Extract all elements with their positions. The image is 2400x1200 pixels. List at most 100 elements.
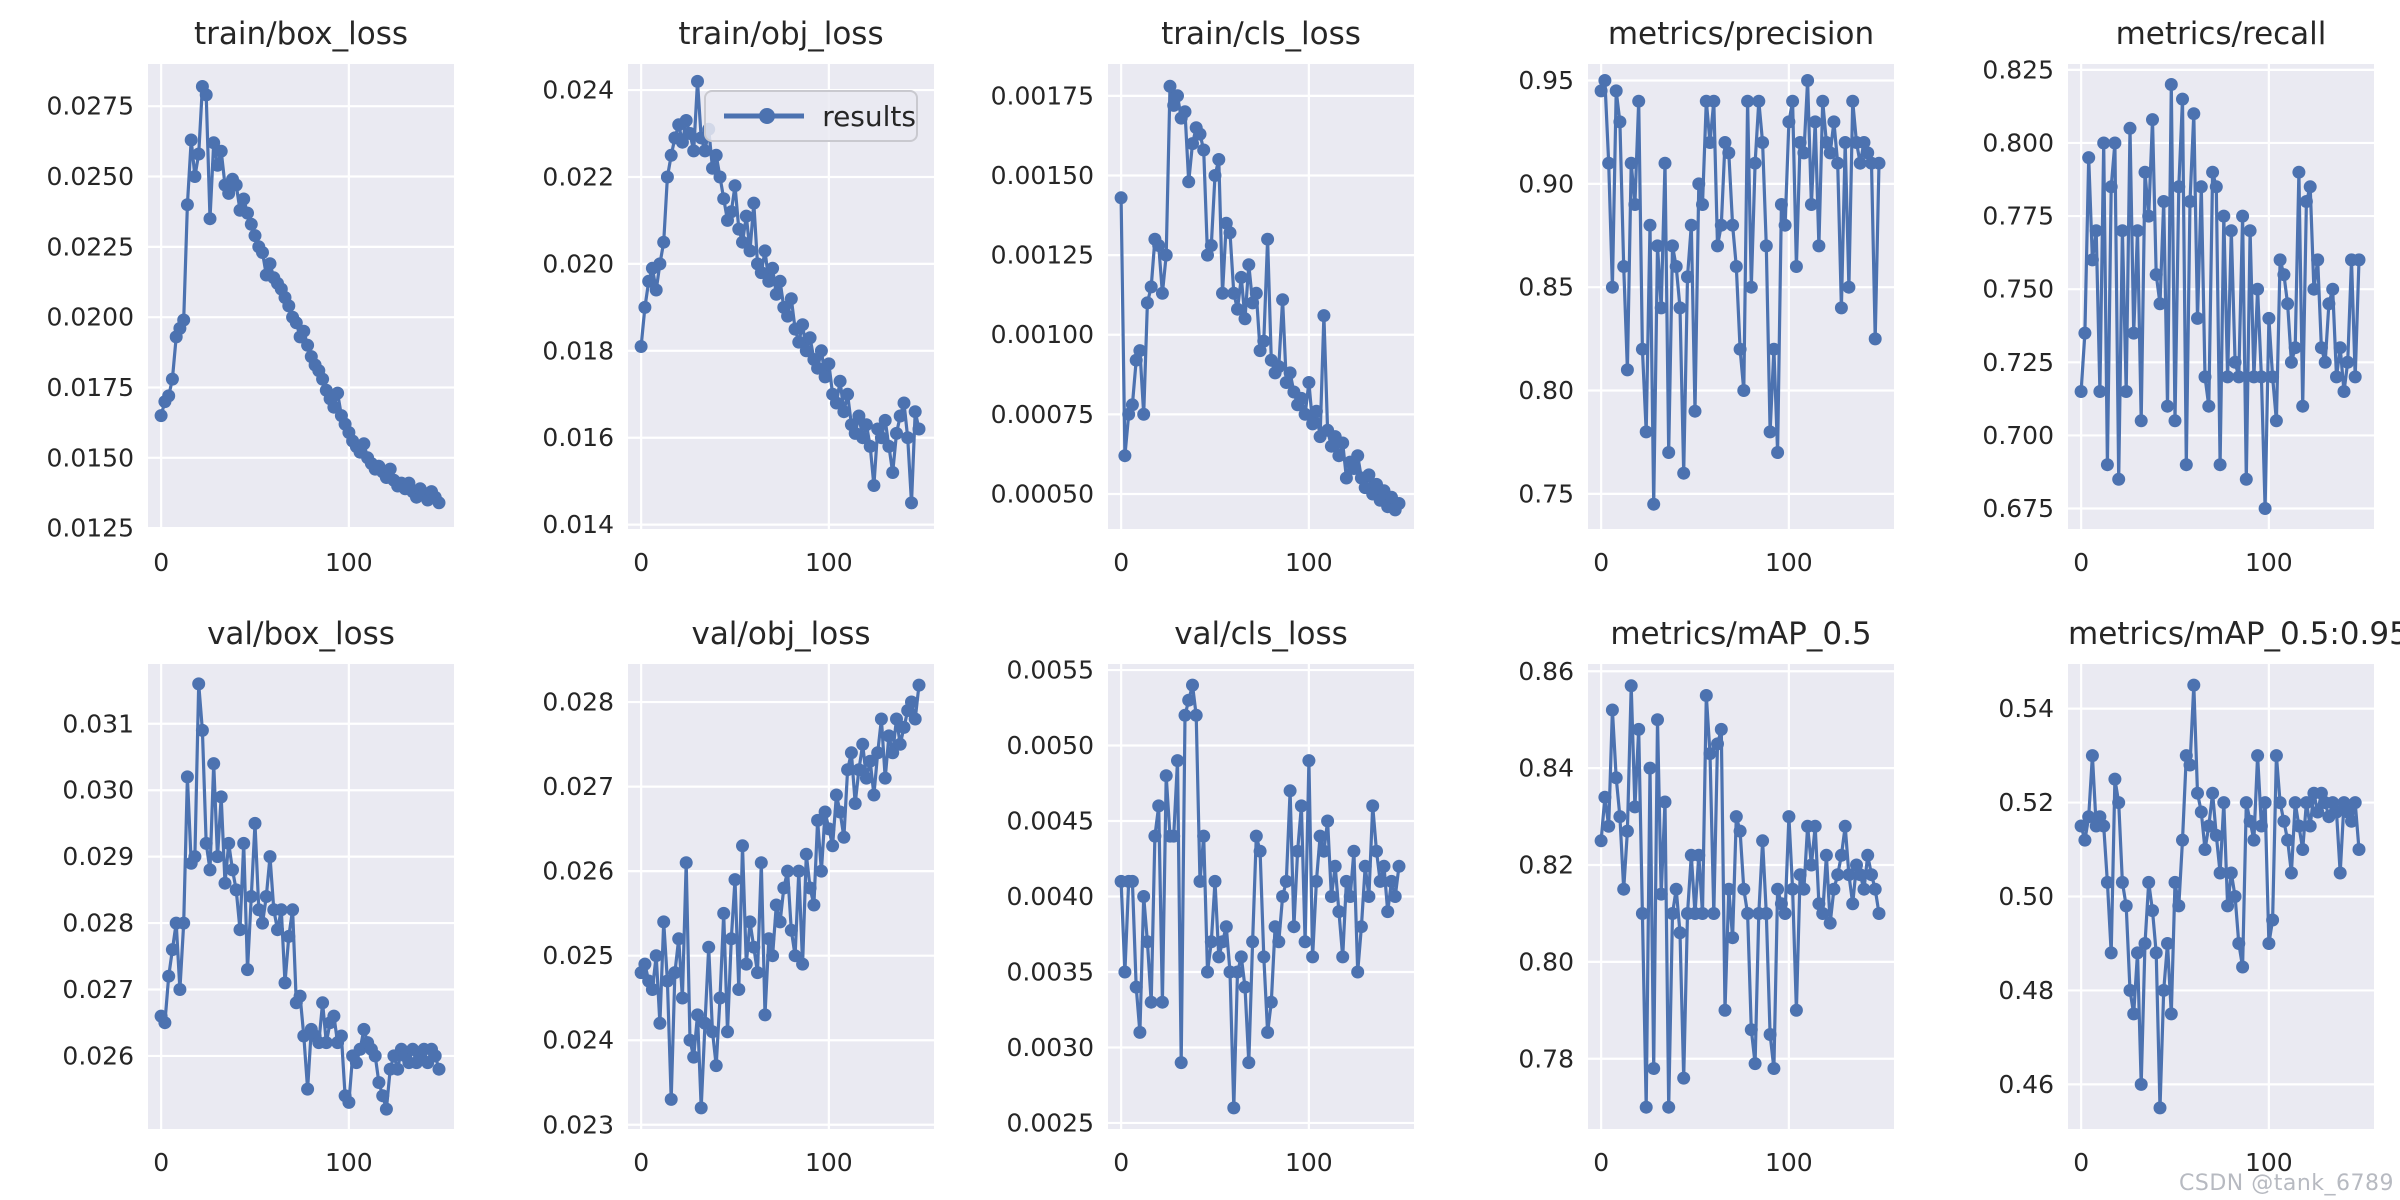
svg-text:0.750: 0.750: [1982, 275, 2054, 304]
svg-text:100: 100: [1765, 1148, 1813, 1177]
subplot-title: train/obj_loss: [678, 16, 884, 52]
svg-text:0.0050: 0.0050: [1007, 731, 1094, 760]
svg-text:0.024: 0.024: [542, 76, 614, 105]
svg-text:0.54: 0.54: [1998, 694, 2054, 723]
subplot-metrics-precision: 0.95 0.90 0.85 0.80 0.75 0 100 metrics/precisi…: [1440, 0, 1920, 600]
svg-text:100: 100: [805, 1148, 853, 1177]
svg-text:0.029: 0.029: [62, 842, 134, 871]
svg-text:0: 0: [2073, 1148, 2089, 1177]
subplot-val-cls-loss: 0.0055 0.0050 0.0045 0.0040 0.0035 0.0030 0.00…: [960, 600, 1440, 1200]
svg-text:0.0040: 0.0040: [1007, 882, 1094, 911]
svg-text:0.90: 0.90: [1518, 169, 1574, 198]
svg-text:0: 0: [633, 548, 649, 577]
svg-text:0.030: 0.030: [62, 776, 134, 805]
svg-text:0.0200: 0.0200: [47, 303, 134, 332]
svg-text:0.95: 0.95: [1518, 66, 1574, 95]
svg-text:0.00150: 0.00150: [991, 161, 1094, 190]
metrics-map50-95-plot: 0.54 0.52 0.50 0.48 0.46 0 100: [1998, 664, 2374, 1177]
svg-text:0.0035: 0.0035: [1007, 957, 1094, 986]
svg-text:0.725: 0.725: [1982, 348, 2054, 377]
svg-text:0.022: 0.022: [542, 162, 614, 191]
subplot-title: val/obj_loss: [691, 616, 871, 652]
subplot-train-box-loss: 0.0275 0.0250 0.0225 0.0200 0.0175 0.0150 0.01…: [0, 0, 480, 600]
svg-text:0.026: 0.026: [542, 857, 614, 886]
svg-text:0.023: 0.023: [542, 1110, 614, 1139]
svg-text:0.0055: 0.0055: [1007, 656, 1094, 685]
svg-text:0.75: 0.75: [1518, 479, 1574, 508]
subplot-train-obj-loss: 0.024 0.022 0.020 0.018 0.016 0.014 0 100 train…: [480, 0, 960, 600]
train-obj-loss-plot: 0.024 0.022 0.020 0.018 0.016 0.014 0 100: [542, 64, 934, 577]
watermark: CSDN @tank_6789: [2179, 1171, 2394, 1196]
svg-text:0.86: 0.86: [1518, 657, 1574, 686]
svg-text:0.020: 0.020: [542, 249, 614, 278]
svg-text:0.016: 0.016: [542, 423, 614, 452]
svg-text:0: 0: [1113, 548, 1129, 577]
svg-text:0.78: 0.78: [1518, 1044, 1574, 1073]
train-box-loss-plot: 0.0275 0.0250 0.0225 0.0200 0.0175 0.0150 0.01…: [47, 64, 454, 577]
svg-text:0.018: 0.018: [542, 336, 614, 365]
subplot-metrics-map50-95: 0.54 0.52 0.50 0.48 0.46 0 100 metrics/mAP_0.5…: [1920, 600, 2400, 1200]
svg-text:0.80: 0.80: [1518, 947, 1574, 976]
svg-text:0.00100: 0.00100: [991, 320, 1094, 349]
svg-text:0.0025: 0.0025: [1007, 1108, 1094, 1137]
svg-text:0: 0: [153, 1148, 169, 1177]
subplot-title: metrics/precision: [1607, 16, 1875, 52]
subplot-title: metrics/recall: [2115, 16, 2327, 52]
svg-text:100: 100: [2245, 548, 2293, 577]
svg-text:0.026: 0.026: [62, 1041, 134, 1070]
svg-text:0.675: 0.675: [1982, 494, 2054, 523]
subplot-train-cls-loss: 0.00175 0.00150 0.00125 0.00100 0.00075 0.000…: [960, 0, 1440, 600]
svg-text:0.027: 0.027: [542, 772, 614, 801]
subplot-title: train/box_loss: [193, 16, 409, 52]
svg-text:0.025: 0.025: [542, 941, 614, 970]
svg-text:0.00050: 0.00050: [991, 479, 1094, 508]
svg-text:0.52: 0.52: [1998, 788, 2054, 817]
subplot-title: metrics/mAP_0.5:0.95: [2068, 616, 2400, 652]
svg-text:0.0150: 0.0150: [47, 443, 134, 472]
subplot-title: train/cls_loss: [1161, 16, 1361, 52]
subplot-title: metrics/mAP_0.5: [1610, 616, 1872, 652]
svg-text:0.800: 0.800: [1982, 128, 2054, 157]
svg-text:0.700: 0.700: [1982, 421, 2054, 450]
svg-text:0.0250: 0.0250: [47, 162, 134, 191]
svg-text:0.0275: 0.0275: [47, 92, 134, 121]
svg-text:0.48: 0.48: [1998, 976, 2054, 1005]
svg-text:0.00125: 0.00125: [991, 241, 1094, 270]
svg-text:0: 0: [1113, 1148, 1129, 1177]
subplot-title: val/box_loss: [207, 616, 395, 652]
val-box-loss-plot: 0.031 0.030 0.029 0.028 0.027 0.026 0 100: [62, 664, 454, 1177]
svg-text:0.028: 0.028: [542, 688, 614, 717]
metrics-recall-plot: 0.825 0.800 0.775 0.750 0.725 0.700 0.675 0 100: [1982, 55, 2374, 577]
svg-text:0.775: 0.775: [1982, 202, 2054, 231]
svg-text:0.0225: 0.0225: [47, 232, 134, 261]
svg-text:100: 100: [805, 548, 853, 577]
metrics-precision-plot: 0.95 0.90 0.85 0.80 0.75 0 100: [1518, 64, 1894, 577]
svg-text:0.85: 0.85: [1518, 273, 1574, 302]
svg-text:0.80: 0.80: [1518, 376, 1574, 405]
legend-label: results: [822, 99, 916, 133]
subplot-metrics-recall: 0.825 0.800 0.775 0.750 0.725 0.700 0.675 0 100 …: [1920, 0, 2400, 600]
svg-text:0: 0: [1593, 548, 1609, 577]
subplot-title: val/cls_loss: [1174, 616, 1348, 652]
legend: results: [704, 90, 918, 142]
svg-text:100: 100: [325, 1148, 373, 1177]
svg-text:0.82: 0.82: [1518, 851, 1574, 880]
svg-text:0.0175: 0.0175: [47, 373, 134, 402]
svg-text:0.00175: 0.00175: [991, 81, 1094, 110]
svg-text:0.031: 0.031: [62, 709, 134, 738]
svg-text:100: 100: [1285, 1148, 1333, 1177]
svg-text:100: 100: [1765, 548, 1813, 577]
train-cls-loss-plot: 0.00175 0.00150 0.00125 0.00100 0.00075 0.000…: [991, 64, 1414, 577]
svg-text:0.0045: 0.0045: [1007, 807, 1094, 836]
svg-text:100: 100: [1285, 548, 1333, 577]
svg-text:0.024: 0.024: [542, 1026, 614, 1055]
svg-text:0.825: 0.825: [1982, 55, 2054, 84]
svg-text:0.014: 0.014: [542, 510, 614, 539]
svg-text:100: 100: [325, 548, 373, 577]
svg-text:100: 100: [2245, 1148, 2293, 1177]
svg-text:0.028: 0.028: [62, 909, 134, 938]
svg-text:0: 0: [633, 1148, 649, 1177]
metrics-map50-plot: 0.86 0.84 0.82 0.80 0.78 0 100: [1518, 657, 1894, 1177]
svg-text:0.0125: 0.0125: [47, 514, 134, 543]
